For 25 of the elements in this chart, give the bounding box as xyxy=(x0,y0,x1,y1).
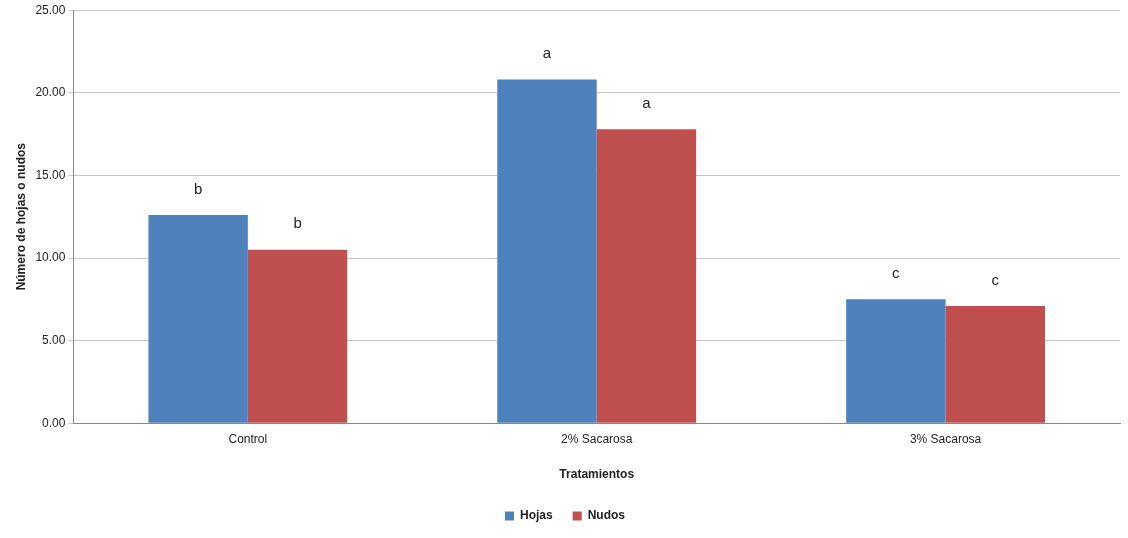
y-tick-label: 15.00 xyxy=(35,167,66,182)
bar xyxy=(247,249,348,423)
bar xyxy=(596,129,697,423)
legend-label: Hojas xyxy=(520,508,553,523)
y-axis-title: Número de hojas o nudos xyxy=(13,142,28,291)
y-tick-label: 0.00 xyxy=(42,415,66,430)
data-label: a xyxy=(542,44,552,62)
x-tick-label: 3% Sacarosa xyxy=(909,431,982,446)
y-tick-label: 5.00 xyxy=(42,332,66,347)
legend-label: Nudos xyxy=(587,508,626,523)
y-tick-label: 25.00 xyxy=(35,2,66,17)
x-tick-label: Control xyxy=(228,431,268,446)
x-axis-title: Tratamientos xyxy=(559,467,635,482)
data-label: c xyxy=(892,263,901,281)
data-label: a xyxy=(642,93,652,111)
data-label: b xyxy=(193,179,203,197)
y-tick-label: 20.00 xyxy=(35,85,66,100)
bar xyxy=(846,299,946,423)
bar xyxy=(497,79,597,423)
x-tick-label: 2% Sacarosa xyxy=(561,431,633,446)
data-label: b xyxy=(293,214,302,232)
data-label: c xyxy=(991,270,1000,288)
y-tick-label: 10.00 xyxy=(35,250,66,265)
bar xyxy=(945,305,1045,423)
bar xyxy=(148,215,248,423)
